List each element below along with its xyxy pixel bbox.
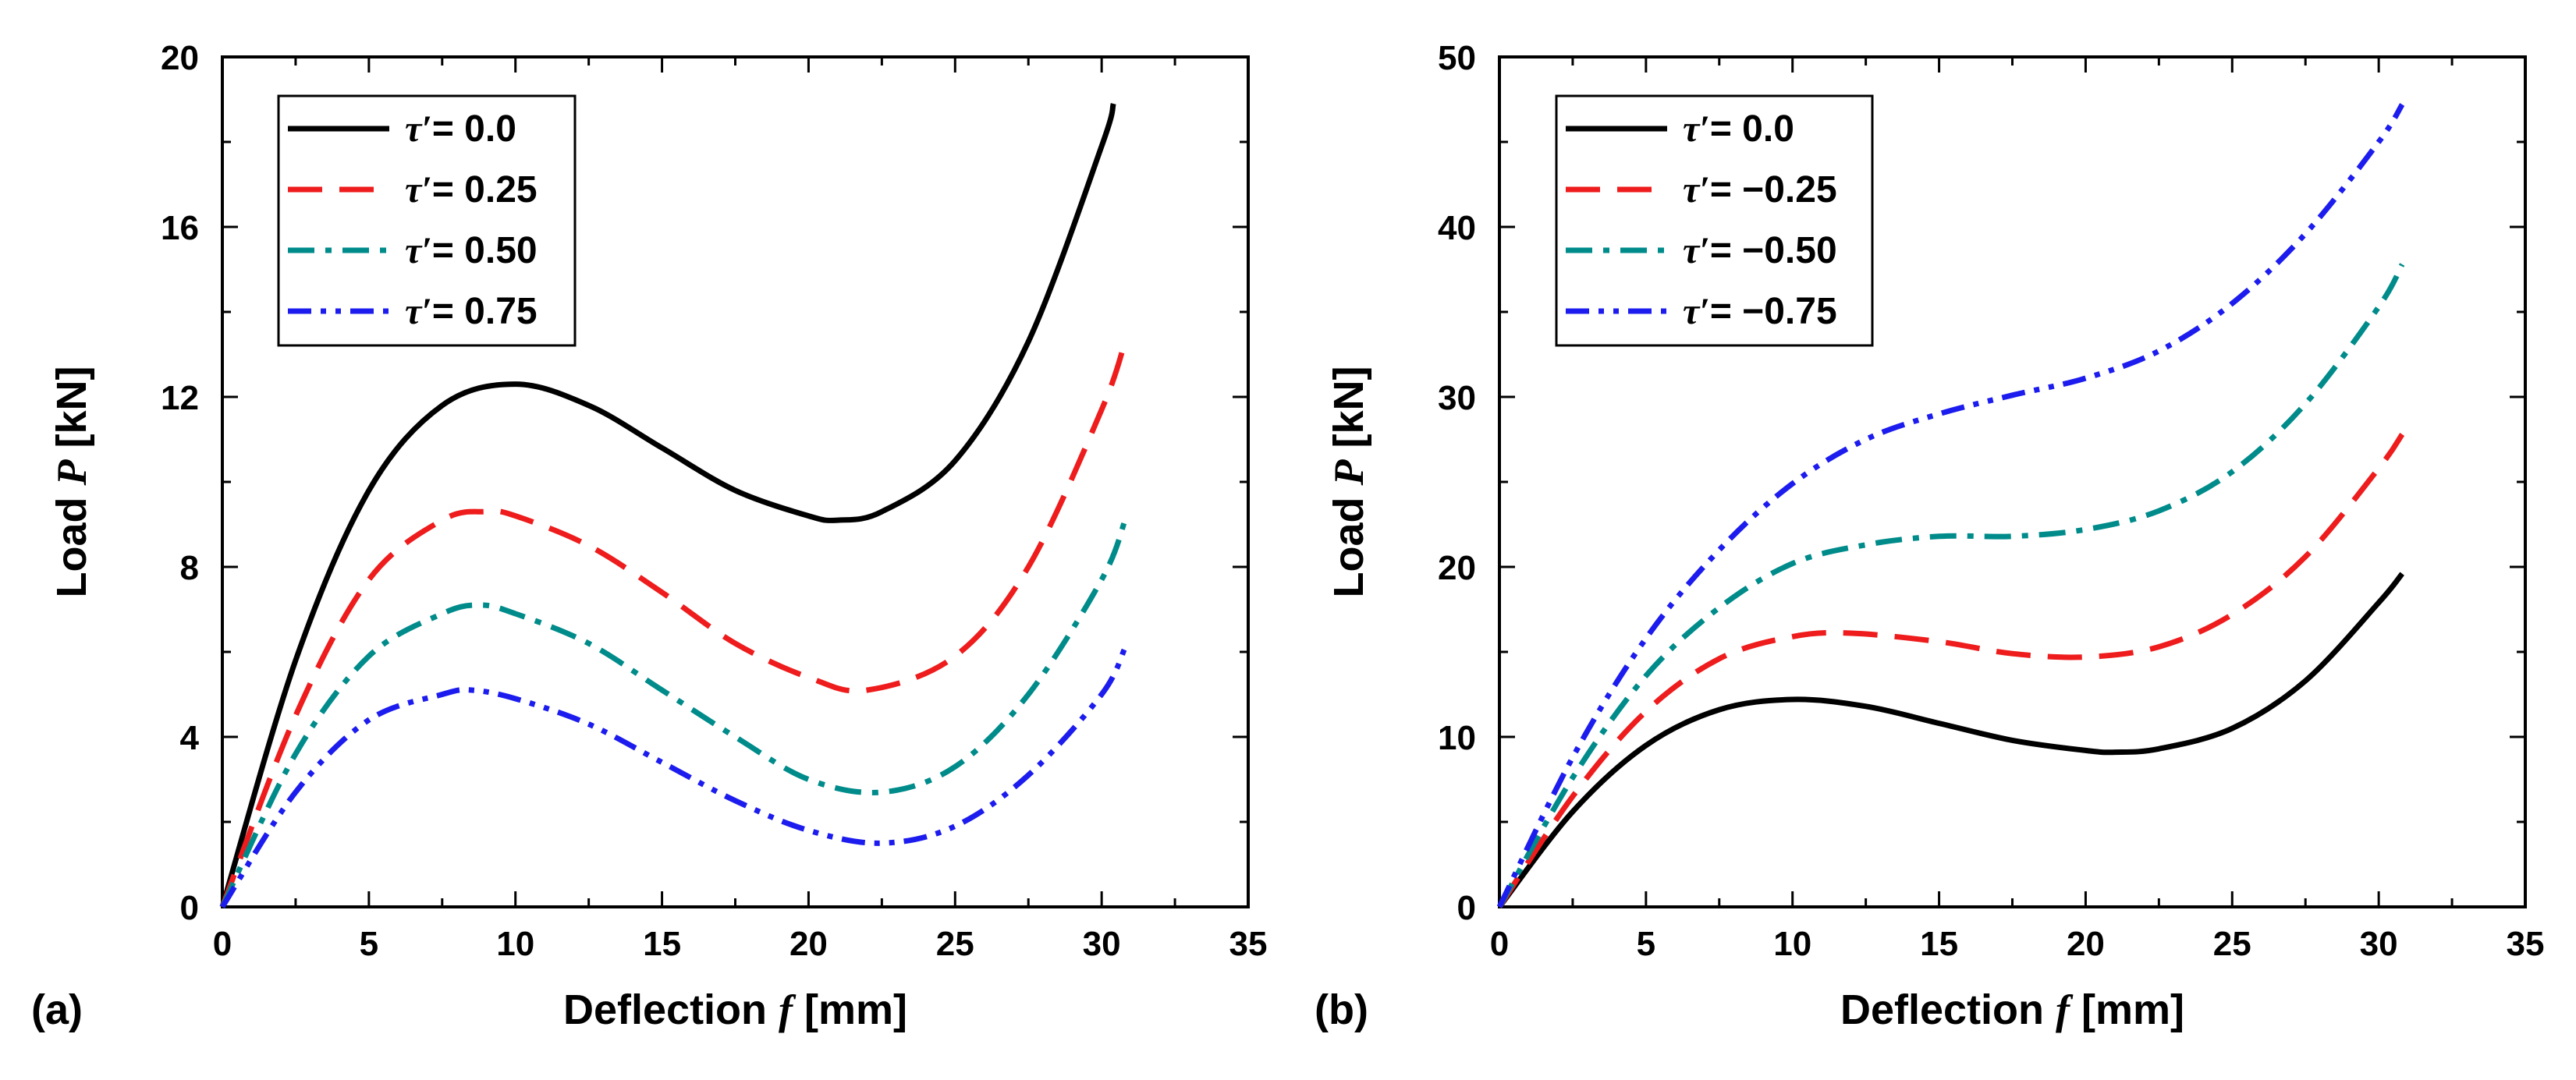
panel-b: 0 5 10 15 20 25 30 35 0 10 20 30 40 50 Deflection f [m… [1315,39,2544,1033]
legend-value: = 0.25 [432,169,538,211]
series-line-0 [219,103,1116,908]
x-axis-label-unit: [mm] [2070,986,2184,1033]
series-line-0 [1497,572,2404,909]
x-axis-label-text: Deflection [563,986,779,1033]
x-tick-label: 10 [1773,925,1811,963]
legend-value: = −0.25 [1710,169,1837,211]
y-tick-label: 40 [1438,209,1476,247]
legend-value: = 0.75 [432,291,538,332]
legend-symbol: τ′ [1683,230,1710,271]
series-line-1 [1497,433,2405,908]
legend-box [277,94,577,347]
x-tick-label: 5 [360,925,378,963]
legend-symbol: τ′ [405,108,432,150]
legend-value: = 0.0 [432,108,516,150]
x-axis-label: Deflection f [mm] [1840,986,2184,1033]
x-tick-label: 0 [1490,925,1509,963]
y-tick-label: 30 [1438,379,1476,417]
y-tick-label: 8 [180,549,199,587]
legend-box [1555,94,1874,347]
x-axis-label-symbol: f [2056,986,2074,1033]
legend-symbol: τ′ [1683,291,1710,332]
legend-label: τ′= −0.75 [1683,291,1837,332]
y-tick-label: 12 [161,379,199,417]
x-tick-label: 5 [1637,925,1655,963]
y-tick-label: 10 [1438,719,1476,757]
panel-label: (b) [1315,986,1368,1033]
x-tick-label: 25 [2213,925,2251,963]
y-axis-label-unit: [kN] [1325,366,1372,460]
panel-a: 0 5 10 15 20 25 30 35 0 4 8 12 16 20 Deflection f [mm]… [31,39,1267,1033]
y-tick-label: 50 [1438,39,1476,77]
legend-label: τ′= 0.0 [405,108,516,150]
x-tick-label: 10 [496,925,534,963]
legend-symbol: τ′ [405,291,432,332]
legend-label: τ′= 0.50 [405,230,538,271]
legend-symbol: τ′ [1683,108,1710,150]
x-tick-label: 35 [1229,925,1268,963]
series-line-2 [219,519,1128,908]
legend-label: τ′= −0.50 [1683,230,1837,271]
series-line-3 [220,646,1128,908]
x-axis-label-symbol: f [779,986,797,1033]
series-line-3 [1496,103,2405,908]
x-tick-label: 20 [789,925,828,963]
x-tick-label: 20 [2067,925,2105,963]
legend-value: = −0.50 [1710,230,1837,271]
legend-value: = 0.50 [432,230,538,271]
y-tick-label: 16 [161,209,199,247]
legend-value: = 0.0 [1710,108,1794,150]
y-axis-label-symbol: P [48,459,95,487]
legend-label: τ′= 0.25 [405,169,538,211]
y-axis-label: Load P [kN] [1325,366,1372,598]
legend-label: τ′= 0.75 [405,291,538,332]
y-axis-label-unit: [kN] [48,366,95,460]
y-axis-label-text: Load [1325,486,1372,598]
x-tick-label: 15 [643,925,681,963]
y-tick-label: 4 [180,719,200,757]
y-tick-label: 0 [180,889,199,927]
series-line-2 [1496,263,2405,908]
x-tick-label: 25 [936,925,974,963]
y-axis-label-symbol: P [1325,459,1372,487]
legend-symbol: τ′ [405,169,432,211]
y-tick-label: 0 [1457,889,1476,927]
y-axis-label: Load P [kN] [48,366,95,598]
panel-label: (a) [31,986,83,1033]
x-tick-label: 30 [2360,925,2398,963]
legend-value: = −0.75 [1710,291,1837,332]
x-tick-label: 35 [2507,925,2545,963]
x-axis-label-text: Deflection [1840,986,2056,1033]
series-line-1 [219,340,1128,908]
x-tick-label: 30 [1083,925,1121,963]
x-axis-label: Deflection f [mm] [563,986,907,1033]
x-axis-label-unit: [mm] [793,986,907,1033]
legend-symbol: τ′ [1683,169,1710,211]
x-tick-label: 0 [213,925,232,963]
y-tick-label: 20 [1438,549,1476,587]
legend-label: τ′= −0.25 [1683,169,1837,211]
y-axis-label-text: Load [48,486,95,598]
y-tick-label: 20 [161,39,199,77]
x-tick-label: 15 [1920,925,1958,963]
legend-symbol: τ′ [405,230,432,271]
legend-label: τ′= 0.0 [1683,108,1794,150]
